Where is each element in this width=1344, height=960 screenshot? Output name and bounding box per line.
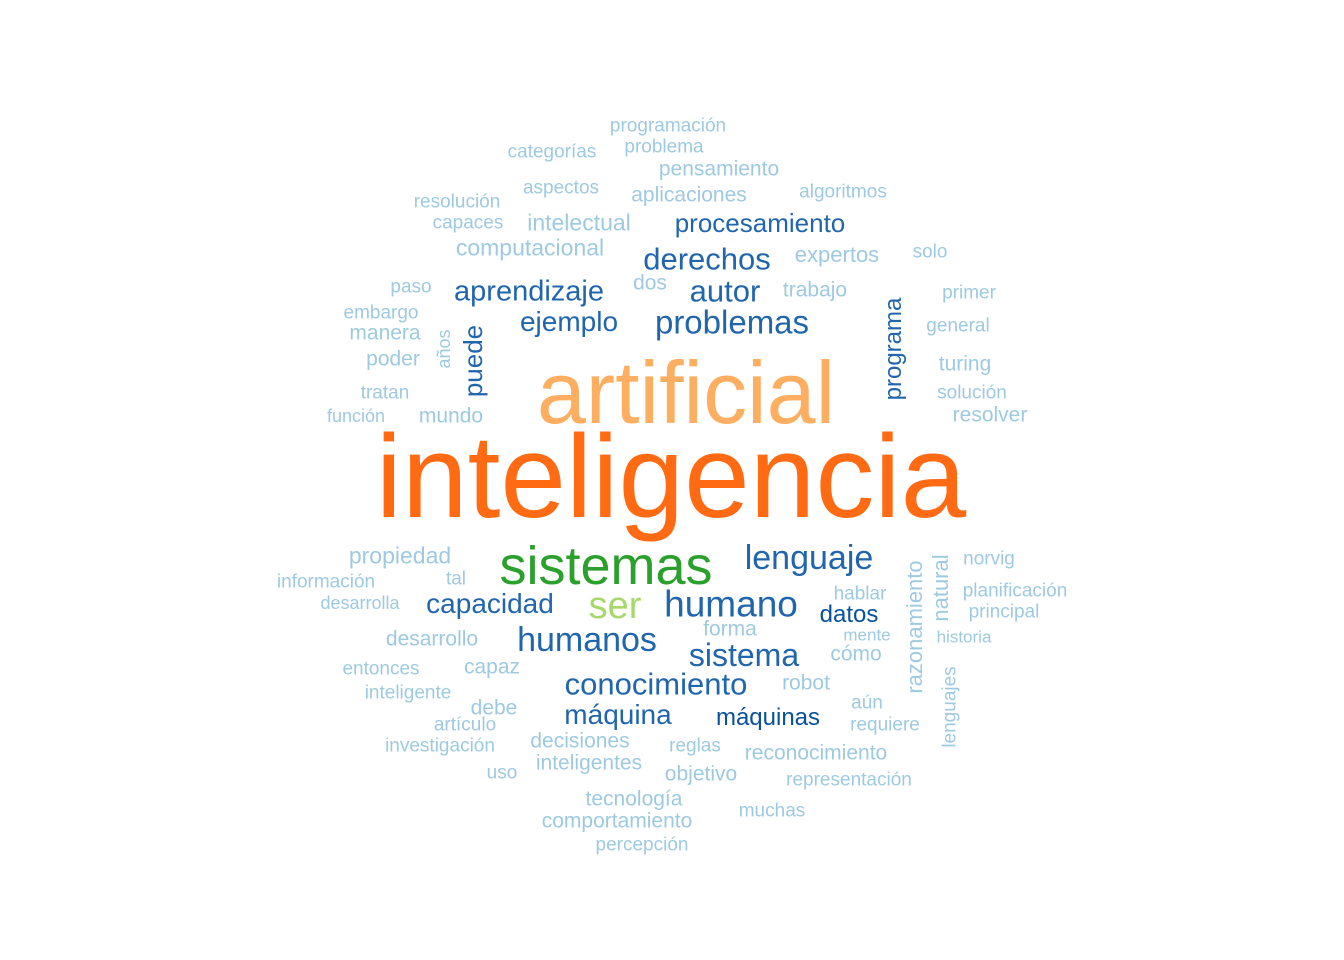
- word-resolución: resolución: [413, 191, 501, 213]
- word-poder: poder: [366, 347, 420, 371]
- word-muchas: muchas: [738, 800, 806, 822]
- word-artículo: artículo: [433, 714, 497, 736]
- word-debe: debe: [470, 696, 518, 720]
- word-investigación: investigación: [385, 735, 495, 757]
- word-hablar: hablar: [833, 583, 887, 605]
- word-datos: datos: [819, 601, 879, 628]
- word-conocimiento: conocimiento: [564, 666, 748, 702]
- word-norvig: norvig: [963, 548, 1015, 570]
- word-procesamiento: procesamiento: [674, 208, 846, 238]
- word-categorías: categorías: [507, 141, 597, 163]
- word-ejemplo: ejemplo: [519, 306, 619, 337]
- word-paso: paso: [390, 276, 432, 298]
- word-tratan: tratan: [360, 382, 410, 404]
- word-inteligencia: inteligencia: [375, 411, 967, 543]
- word-entonces: entonces: [342, 658, 420, 680]
- word-pensamiento: pensamiento: [658, 157, 780, 181]
- word-computacional: computacional: [455, 234, 605, 261]
- word-problemas: problemas: [654, 303, 810, 341]
- word-capacidad: capacidad: [426, 588, 554, 619]
- word-máquina: máquina: [564, 699, 672, 730]
- word-problema: problema: [624, 136, 704, 158]
- word-inteligentes: inteligentes: [535, 751, 643, 775]
- word-percepción: percepción: [595, 834, 689, 856]
- word-turing: turing: [938, 352, 992, 376]
- word-derechos: derechos: [643, 241, 771, 277]
- word-sistema: sistema: [688, 637, 800, 673]
- word-lenguaje: lenguaje: [744, 539, 874, 577]
- word-aplicaciones: aplicaciones: [631, 183, 747, 207]
- word-trabajo: trabajo: [782, 278, 848, 302]
- word-representación: representación: [786, 769, 912, 791]
- word-robot: robot: [782, 671, 830, 695]
- word-forma: forma: [703, 617, 757, 641]
- word-natural: natural: [928, 554, 953, 622]
- word-solo: solo: [912, 241, 948, 263]
- word-solución: solución: [937, 382, 1007, 404]
- word-principal: principal: [968, 601, 1040, 623]
- word-sistemas: sistemas: [499, 536, 713, 596]
- word-reglas: reglas: [669, 735, 721, 757]
- word-propiedad: propiedad: [348, 542, 452, 569]
- word-uso: uso: [486, 762, 518, 784]
- word-función: función: [326, 406, 386, 426]
- word-comportamiento: comportamiento: [541, 809, 693, 833]
- word-algoritmos: algoritmos: [799, 181, 887, 203]
- word-información: información: [276, 571, 376, 593]
- word-embargo: embargo: [343, 302, 419, 324]
- word-general: general: [926, 315, 990, 337]
- word-aprendizaje: aprendizaje: [454, 275, 604, 308]
- word-desarrolla: desarrolla: [320, 593, 400, 613]
- word-ser: ser: [588, 585, 642, 627]
- word-máquinas: máquinas: [715, 704, 821, 731]
- word-tecnología: tecnología: [585, 787, 683, 811]
- word-humano: humano: [664, 583, 798, 625]
- word-capaces: capaces: [432, 212, 504, 234]
- word-reconocimiento: reconocimiento: [744, 741, 888, 765]
- word-requiere: requiere: [850, 714, 920, 736]
- word-aún: aún: [851, 692, 883, 714]
- word-capaz: capaz: [463, 655, 521, 679]
- word-objetivo: objetivo: [664, 762, 738, 786]
- word-programación: programación: [609, 115, 727, 137]
- word-mente: mente: [843, 625, 891, 645]
- word-inteligente: inteligente: [364, 682, 452, 704]
- word-decisiones: decisiones: [530, 729, 630, 753]
- word-humanos: humanos: [517, 621, 657, 659]
- word-artificial: artificial: [536, 343, 836, 442]
- word-desarrollo: desarrollo: [385, 627, 479, 651]
- word-autor: autor: [689, 273, 761, 309]
- word-años: años: [434, 329, 454, 369]
- word-primer: primer: [942, 282, 996, 304]
- word-mundo: mundo: [418, 404, 484, 428]
- word-aspectos: aspectos: [522, 177, 600, 199]
- word-expertos: expertos: [794, 242, 880, 267]
- word-programa: programa: [880, 297, 907, 401]
- word-puede: puede: [458, 324, 488, 398]
- word-intelectual: intelectual: [527, 209, 631, 236]
- word-planificación: planificación: [962, 580, 1068, 602]
- word-cómo: cómo: [830, 642, 882, 666]
- word-resolver: resolver: [952, 403, 1028, 427]
- word-historia: historia: [936, 627, 992, 647]
- word-tal: tal: [445, 568, 467, 590]
- word-lenguajes: lenguajes: [939, 666, 961, 748]
- word-razonamiento: razonamiento: [902, 560, 927, 694]
- word-manera: manera: [349, 321, 421, 345]
- word-dos: dos: [633, 271, 667, 295]
